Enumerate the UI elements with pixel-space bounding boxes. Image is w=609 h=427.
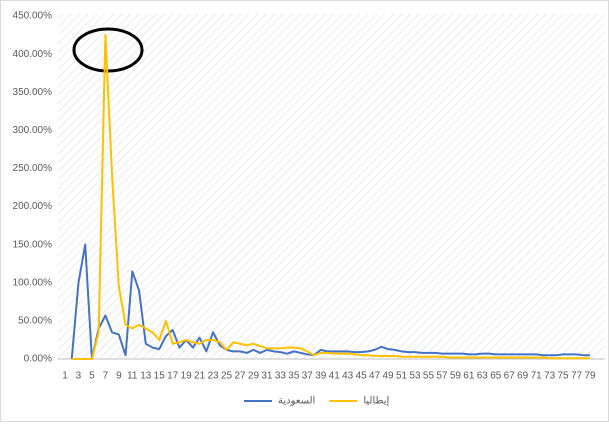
x-tick-label: 27 — [234, 371, 246, 382]
series-line — [71, 34, 590, 360]
x-tick-label: 57 — [436, 371, 448, 382]
x-tick-label: 33 — [275, 371, 287, 382]
x-tick-label: 35 — [288, 371, 300, 382]
x-tick-label: 53 — [409, 371, 421, 382]
x-tick-label: 9 — [116, 371, 122, 382]
x-tick-label: 65 — [490, 371, 502, 382]
x-tick-label: 21 — [194, 371, 206, 382]
x-tick-label: 41 — [329, 371, 341, 382]
series-line — [70, 243, 590, 360]
x-tick-label: 55 — [423, 371, 435, 382]
x-tick-label: 15 — [154, 371, 166, 382]
x-tick-label: 63 — [477, 371, 489, 382]
x-tick-label: 69 — [517, 371, 529, 382]
x-tick-label: 49 — [383, 371, 395, 382]
x-tick-label: 11 — [127, 371, 138, 382]
x-tick-label: 47 — [369, 371, 381, 382]
y-tick-label: 200.00% — [13, 201, 53, 212]
legend-label: السعودية — [278, 396, 315, 407]
x-tick-label: 71 — [531, 371, 543, 382]
x-tick-label: 31 — [261, 371, 273, 382]
x-tick-label: 25 — [221, 371, 233, 382]
x-tick-label: 77 — [571, 371, 583, 382]
x-tick-label: 19 — [181, 371, 193, 382]
x-tick-label: 3 — [76, 371, 82, 382]
legend-label: إيطاليا — [363, 396, 389, 407]
plot-area — [58, 14, 605, 359]
x-tick-label: 37 — [302, 371, 314, 382]
x-tick-label: 7 — [103, 371, 109, 382]
x-tick-label: 61 — [463, 371, 475, 382]
x-tick-label: 29 — [248, 371, 260, 382]
x-tick-label: 17 — [167, 371, 179, 382]
y-tick-label: 300.00% — [13, 125, 53, 136]
x-tick-label: 79 — [584, 371, 596, 382]
y-tick-label: 450.00% — [13, 11, 53, 22]
x-tick-label: 75 — [558, 371, 570, 382]
x-tick-label: 5 — [89, 371, 95, 382]
x-tick-label: 45 — [356, 371, 368, 382]
x-tick-label: 67 — [504, 371, 516, 382]
y-tick-label: 100.00% — [13, 277, 53, 288]
y-tick-label: 350.00% — [13, 87, 53, 98]
y-tick-label: 50.00% — [18, 316, 52, 327]
x-tick-label: 51 — [396, 371, 408, 382]
x-tick-label: 59 — [450, 371, 462, 382]
x-tick-label: 73 — [544, 371, 556, 382]
x-tick-label: 43 — [342, 371, 354, 382]
x-tick-label: 1 — [62, 371, 68, 382]
x-tick-label: 39 — [315, 371, 327, 382]
y-tick-label: 0.00% — [24, 354, 52, 365]
x-tick-label: 13 — [140, 371, 152, 382]
x-tick-label: 23 — [208, 371, 220, 382]
y-tick-label: 400.00% — [13, 49, 53, 60]
y-tick-label: 150.00% — [13, 239, 53, 250]
y-tick-label: 250.00% — [13, 163, 53, 174]
